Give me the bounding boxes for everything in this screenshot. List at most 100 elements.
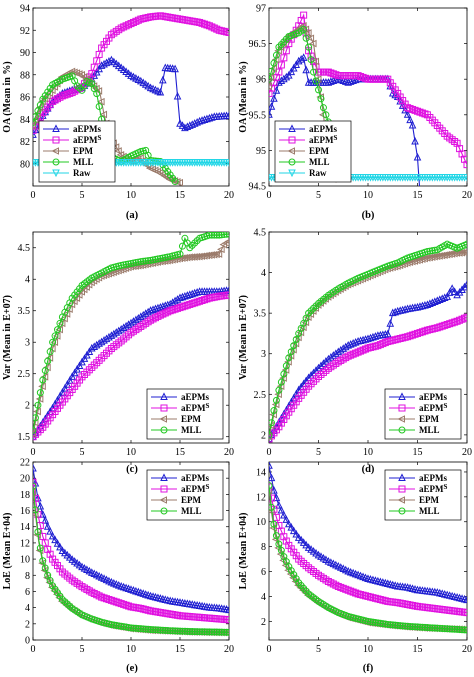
legend-label-text: Raw — [73, 168, 91, 178]
data-point-aEPMS — [396, 93, 404, 101]
data-point-MLL — [49, 338, 57, 346]
data-point-MLL — [122, 260, 130, 268]
legend-label-text: MLL — [419, 425, 440, 435]
data-point-aEPMS — [34, 428, 42, 436]
data-point-aEPMs — [154, 303, 162, 312]
panel-label: (e) — [126, 663, 138, 674]
data-point-aEPMS — [362, 74, 370, 82]
data-point-MLL — [41, 92, 49, 100]
data-point-aEPMS — [461, 314, 467, 322]
data-point-MLL — [46, 348, 54, 356]
data-point-EPM — [92, 84, 100, 93]
data-point-MLL — [120, 261, 128, 269]
data-point-aEPMs — [289, 526, 298, 535]
legend-label-text: EPM — [419, 495, 440, 505]
series-aEPMS — [269, 313, 467, 443]
y-tick-label: 4 — [25, 275, 30, 286]
data-point-aEPMS — [379, 340, 387, 348]
data-point-aEPMs — [297, 55, 305, 63]
legend-entry-aEPMS: aEPMS — [389, 402, 448, 413]
data-point-aEPMS — [115, 599, 123, 607]
data-point-aEPMS — [394, 335, 402, 343]
legend-marker — [160, 473, 168, 481]
legend-label: aEPMS — [181, 483, 210, 494]
data-point-aEPMS — [416, 329, 424, 337]
data-point-MLL — [287, 348, 295, 356]
data-point-aEPMs — [193, 117, 201, 126]
data-point-aEPMS — [280, 54, 288, 62]
data-point-aEPMS — [275, 423, 283, 431]
data-point-aEPMs — [190, 119, 199, 127]
data-point-aEPMS — [300, 559, 308, 567]
data-point-MLL — [300, 25, 308, 33]
data-point-aEPMs — [63, 380, 72, 388]
data-point-MLL — [285, 354, 293, 362]
data-point-MLL — [169, 627, 177, 635]
data-point-aEPMS — [399, 334, 407, 342]
data-point-aEPMs — [393, 306, 402, 315]
data-point-aEPMS — [384, 75, 392, 83]
y-tick-label: 12 — [256, 492, 266, 503]
data-point-MLL — [132, 259, 140, 267]
data-point-MLL — [401, 622, 409, 630]
data-point-aEPMs — [391, 307, 400, 316]
data-point-aEPMs — [366, 333, 375, 342]
data-point-MLL — [156, 254, 164, 262]
series-line-MLL — [33, 233, 229, 431]
y-tick-label: 10 — [20, 555, 30, 566]
data-point-aEPMS — [411, 106, 419, 114]
plot-area — [33, 463, 229, 637]
legend-label-superscript: S — [206, 483, 210, 491]
data-point-aEPMS — [389, 82, 397, 90]
y-tick-label: 2 — [261, 617, 266, 628]
y-tick-label: 8 — [25, 571, 30, 582]
data-point-MLL — [220, 232, 228, 239]
data-point-aEPMS — [144, 606, 152, 614]
data-point-aEPMS — [297, 16, 305, 24]
data-point-aEPMS — [406, 105, 414, 113]
series-MLL — [269, 25, 332, 137]
data-point-aEPMS — [110, 343, 118, 351]
y-tick-label: 12 — [20, 538, 30, 549]
x-tick-label: 5 — [80, 644, 85, 655]
data-point-MLL — [39, 95, 47, 103]
legend-marker — [398, 404, 406, 412]
data-point-aEPMS — [307, 380, 315, 388]
data-point-MLL — [409, 623, 417, 631]
data-point-EPM — [52, 332, 61, 340]
data-point-EPM — [43, 363, 51, 372]
data-point-aEPMS — [357, 591, 365, 599]
y-tick-label: 14 — [20, 522, 30, 533]
data-point-aEPMs — [351, 337, 360, 346]
data-point-aEPMs — [294, 56, 303, 65]
x-tick-label: 10 — [363, 644, 373, 655]
data-point-aEPMs — [185, 290, 194, 298]
data-point-MLL — [275, 540, 283, 548]
x-tick-label: 20 — [462, 644, 472, 655]
data-point-aEPMS — [332, 71, 340, 79]
y-tick-label: 96 — [256, 75, 266, 86]
data-point-aEPMs — [282, 515, 291, 523]
y-tick-label: 94.5 — [249, 182, 267, 193]
chart-panel-d: 0 5 10 15 20 2 2.5 3 3.5 4 4.5 Var (Mean in E+07) (d… — [238, 228, 472, 476]
data-point-aEPMS — [95, 356, 103, 364]
data-point-MLL — [149, 626, 157, 634]
data-point-aEPMS — [201, 296, 208, 304]
data-point-aEPMs — [270, 94, 278, 102]
data-point-MLL — [269, 503, 275, 511]
x-tick-label: 5 — [316, 644, 321, 655]
data-point-MLL — [152, 255, 159, 263]
data-point-aEPMS — [339, 584, 347, 592]
x-tick-label: 15 — [175, 644, 185, 655]
data-point-aEPMs — [383, 329, 392, 338]
data-point-MLL — [156, 626, 164, 634]
data-point-MLL — [277, 546, 285, 554]
data-point-aEPMs — [190, 288, 199, 297]
legend-label: EPM — [181, 414, 202, 424]
legend-label-text: aEPM — [419, 403, 444, 413]
data-point-MLL — [181, 627, 189, 635]
data-point-aEPMS — [381, 597, 389, 605]
data-point-aEPMS — [129, 18, 137, 26]
data-point-aEPMs — [346, 77, 355, 85]
